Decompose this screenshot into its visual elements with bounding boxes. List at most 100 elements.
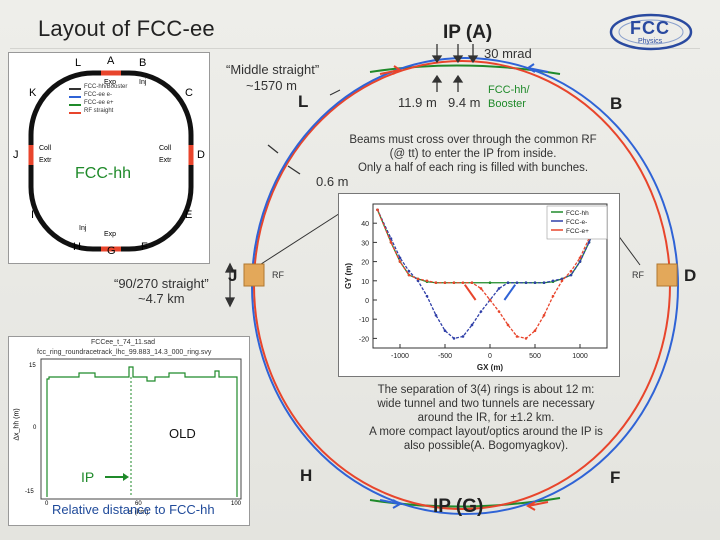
series-point (587, 241, 591, 244)
hh-point-h: H (73, 241, 81, 253)
point-l-label: L (298, 92, 309, 111)
hh-extr-left: Extr (39, 157, 52, 164)
bl-header2: fcc_ring_roundracetrack_lhc_99.883_14.3_… (37, 349, 212, 356)
series-point (515, 335, 519, 338)
series-point (560, 277, 564, 281)
bl-ytick-0: 0 (33, 425, 37, 431)
straight-90-270-line2: ~4.7 km (138, 291, 185, 306)
ip-g-label: IP (G) (433, 496, 484, 517)
gx-gy-chart: -20 -10 0 10 20 30 40 -1000 -500 0 500 1000 GX (m) GY… (338, 193, 620, 377)
series-point (542, 314, 546, 317)
fcc-logo-text: FCC (630, 18, 670, 38)
series-point (389, 241, 393, 244)
separation-note-line: around the IR, for ±1.2 km. (417, 412, 555, 424)
hh-point-j: J (13, 149, 19, 161)
bl-plot-svg (40, 358, 242, 500)
rf-label-left: RF (272, 270, 284, 280)
crossing-markers (224, 44, 479, 308)
hh-point-l: L (75, 57, 82, 69)
bl-xtick-100: 100 (231, 501, 242, 507)
series-point (398, 256, 402, 260)
series-point (551, 279, 555, 283)
series-point (497, 310, 501, 313)
hh-legend-4: RF straight (84, 108, 114, 114)
series-point (488, 281, 492, 285)
series-point (443, 281, 447, 285)
series-point (434, 314, 438, 317)
series-point (569, 273, 573, 277)
hh-point-f: F (141, 241, 148, 253)
legend-label: FCC-e- (566, 219, 587, 226)
y-tick-label: 10 (361, 279, 369, 286)
separation-note-line: also possible(A. Bogomyagkov). (403, 440, 569, 452)
bl-trace (46, 366, 238, 497)
bl-old-label: OLD (169, 426, 196, 441)
x-tick-label: 500 (529, 353, 541, 360)
y-tick-label: 30 (361, 240, 369, 247)
bl-plot-frame (40, 358, 242, 500)
series-point (479, 310, 483, 313)
x-tick-label: 0 (488, 353, 492, 360)
hh-point-k: K (29, 87, 37, 99)
fcc-logo-icon (609, 13, 693, 51)
crossing-angle-label: 30 mrad (484, 46, 532, 61)
hh-point-b: B (139, 57, 147, 69)
beams-note-line: Only a half of each ring is filled with … (357, 162, 589, 174)
point-b-label: B (610, 94, 623, 113)
series-point (497, 287, 501, 290)
title-divider (10, 48, 700, 49)
series-point (542, 281, 546, 285)
point-d-label: D (684, 266, 697, 285)
hh-point-g: G (107, 245, 116, 257)
hh-exp-top: Exp (104, 79, 117, 86)
series-point (524, 281, 528, 285)
point-f-label: F (610, 468, 621, 487)
hh-point-i: I (31, 209, 35, 221)
hh-coll-right: Coll (159, 145, 172, 152)
rf-straight-marks (28, 70, 194, 252)
rf-box-left (243, 263, 265, 287)
bl-ip-label: IP (81, 469, 95, 485)
series-point (506, 281, 510, 285)
point-j-label: J (228, 266, 238, 285)
series-point (425, 294, 429, 298)
series-point (524, 337, 528, 340)
hh-legend-3: FCC-ee e+ (84, 100, 114, 106)
series-point (407, 273, 411, 277)
series-point (488, 298, 492, 302)
bl-header1: FCCee_t_74_11.sad (91, 339, 156, 346)
x-tick-label: 1000 (572, 353, 588, 360)
series-point (452, 337, 456, 340)
bl-ytick-15: 15 (29, 363, 36, 369)
rf-label-right: RF (632, 270, 644, 280)
hh-point-c: C (185, 87, 193, 99)
gap-label: 0.6 m (316, 174, 349, 189)
slide-title: Layout of FCC-ee (38, 16, 215, 41)
hh-point-e: E (185, 209, 193, 221)
hh-point-a: A (107, 55, 115, 67)
point-h-label: H (300, 466, 313, 485)
series-point (452, 281, 456, 285)
beams-note-line: Beams must cross over through the common… (349, 134, 597, 146)
hh-legend-2: FCC-ee e- (84, 92, 113, 98)
x-tick-label: -1000 (391, 353, 409, 360)
beams-note: Beams must cross over through the common… (334, 133, 612, 175)
series-point (461, 281, 465, 285)
fcc-logo-sub: Physics (638, 38, 663, 45)
beam-direction-arrows (379, 63, 549, 511)
series-point (569, 269, 573, 273)
x-tick-label: -500 (438, 353, 452, 360)
series-point (376, 208, 379, 212)
fcc-hh-ring-svg (28, 70, 194, 252)
beam-arrow-red-icon (463, 284, 477, 301)
bl-xtick-50: 60 (135, 501, 142, 507)
series-point (461, 335, 465, 338)
ip-arrowhead-icon (123, 473, 129, 481)
bl-ylabel: Δx_hh (m) (13, 408, 21, 441)
hh-extr-right: Extr (159, 157, 172, 164)
hh-legend-1: FCC-hh/Booster (84, 84, 128, 90)
series-point (434, 281, 438, 285)
beam-arrow-blue-icon (503, 284, 517, 301)
bl-ytick-neg15: -15 (25, 489, 34, 495)
